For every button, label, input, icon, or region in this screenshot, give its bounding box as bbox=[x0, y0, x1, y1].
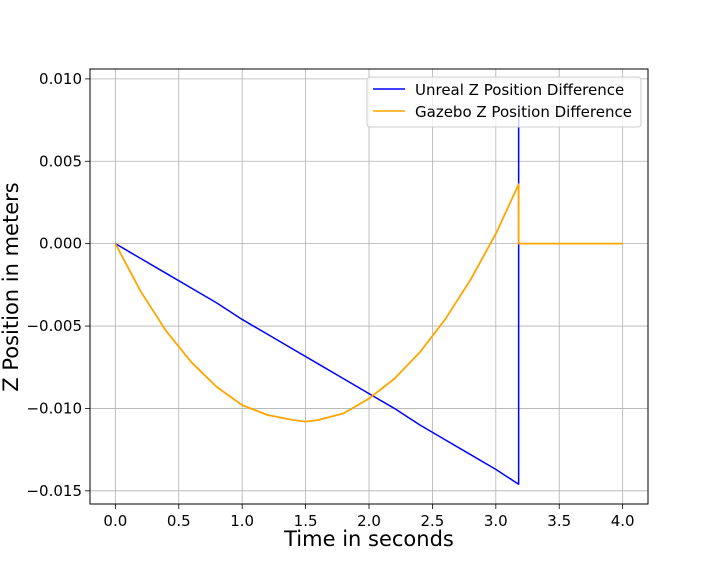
unreal-z-position-line bbox=[114, 105, 520, 485]
grid bbox=[90, 69, 648, 504]
x-tick-label: 2.0 bbox=[357, 512, 381, 530]
legend-label-unreal: Unreal Z Position Difference bbox=[415, 81, 624, 99]
x-tick-label: 0.0 bbox=[103, 512, 127, 530]
y-tick-label: −0.010 bbox=[26, 399, 82, 417]
x-tick-label: 1.5 bbox=[294, 512, 318, 530]
legend-box bbox=[366, 76, 642, 128]
x-tick-label: 3.5 bbox=[547, 512, 571, 530]
legend: Unreal Z Position Difference Gazebo Z Po… bbox=[366, 76, 642, 128]
x-tick-label: 3.0 bbox=[484, 512, 508, 530]
x-axis-label: Time in seconds bbox=[283, 527, 454, 551]
x-tick-label: 1.0 bbox=[230, 512, 254, 530]
ticks: 0.0 0.5 1.0 1.5 2.0 2.5 3.0 3.5 4.0 −0.015 −0.010 −… bbox=[26, 70, 634, 530]
y-tick-label: 0.010 bbox=[39, 70, 82, 88]
x-tick-label: 2.5 bbox=[420, 512, 444, 530]
y-tick-label: −0.015 bbox=[26, 482, 82, 500]
legend-label-gazebo: Gazebo Z Position Difference bbox=[415, 103, 632, 121]
y-tick-label: −0.005 bbox=[26, 317, 82, 335]
y-axis-label: Z Position in meters bbox=[0, 182, 23, 391]
y-tick-label: 0.005 bbox=[39, 152, 82, 170]
x-tick-label: 4.0 bbox=[611, 512, 635, 530]
gazebo-z-position-line bbox=[114, 183, 623, 423]
x-tick-label: 0.5 bbox=[167, 512, 191, 530]
y-tick-label: 0.000 bbox=[39, 235, 82, 253]
series-layer bbox=[114, 105, 623, 485]
